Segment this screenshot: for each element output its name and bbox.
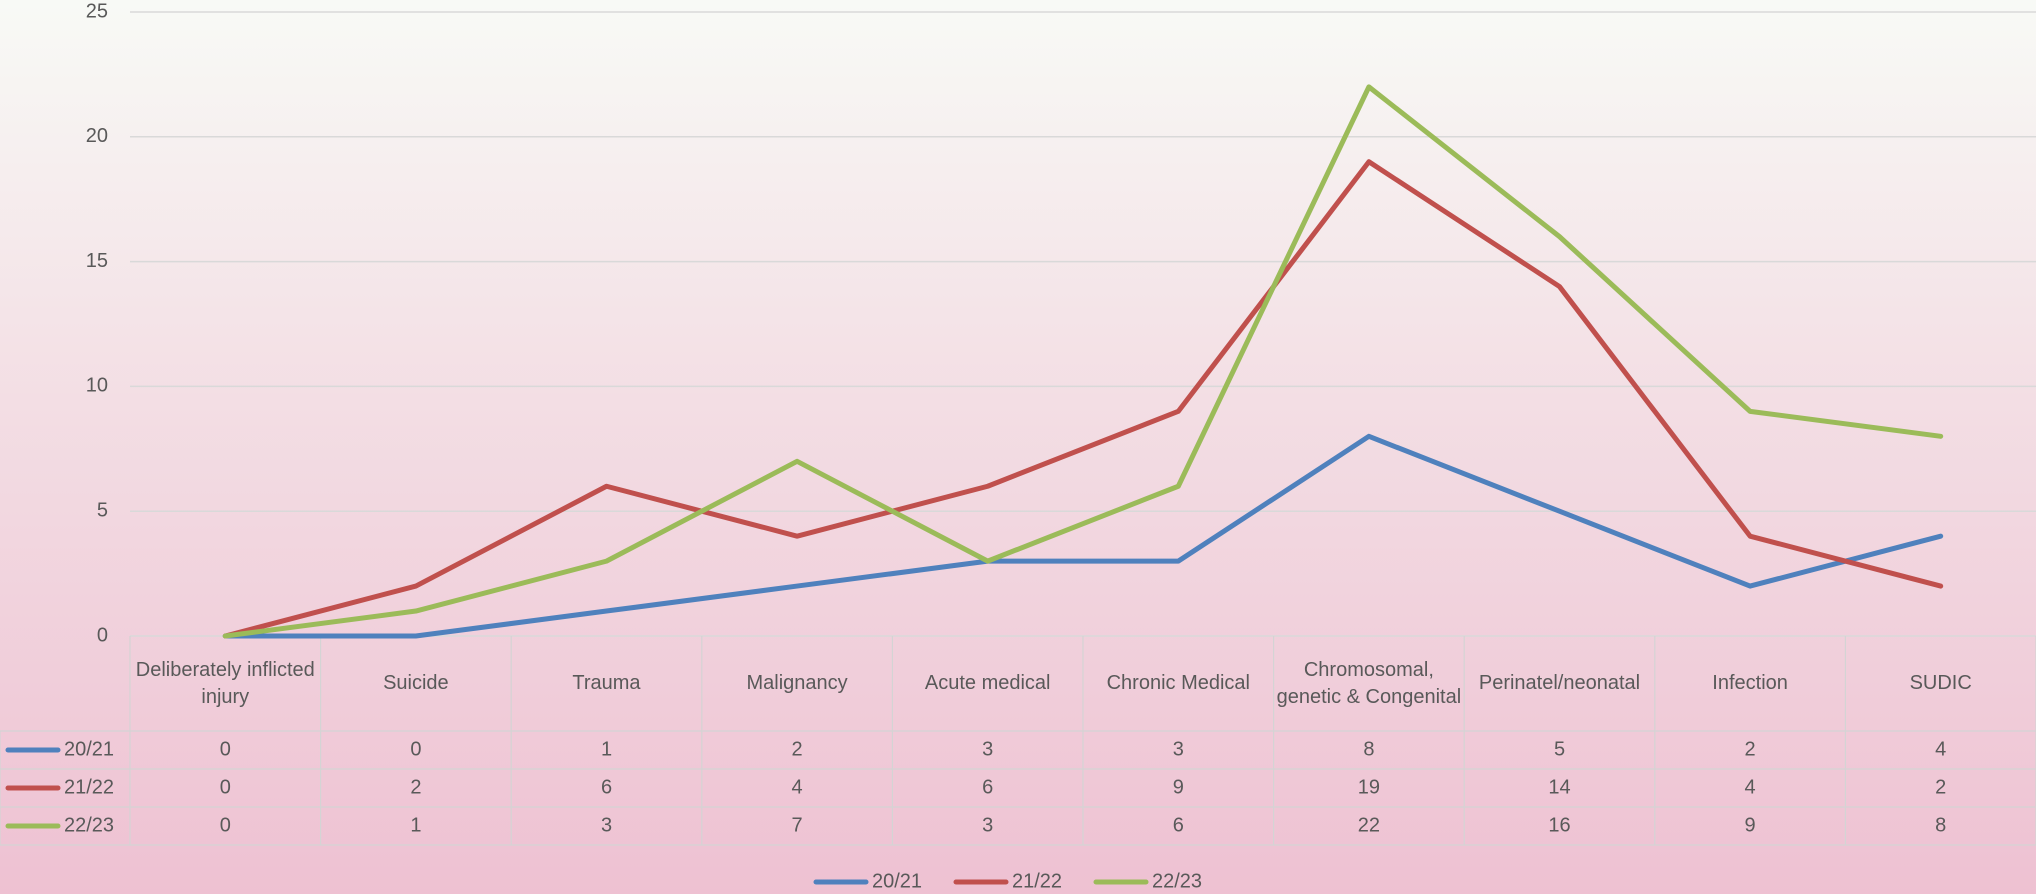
- table-value: 14: [1548, 776, 1570, 798]
- category-label-box: Suicide: [383, 672, 449, 694]
- table-series-name: 20/21: [64, 738, 114, 760]
- legend-label: 21/22: [1012, 870, 1062, 892]
- table-value: 4: [1935, 738, 1946, 760]
- y-tick-label: 25: [86, 0, 108, 22]
- table-value: 9: [1173, 776, 1184, 798]
- table-value: 22: [1358, 814, 1380, 836]
- table-value: 8: [1363, 738, 1374, 760]
- table-value: 4: [792, 776, 803, 798]
- table-value: 5: [1554, 738, 1565, 760]
- table-value: 8: [1935, 814, 1946, 836]
- table-value: 0: [220, 814, 231, 836]
- table-value: 2: [1745, 738, 1756, 760]
- series-line: [222, 433, 1944, 639]
- category-label-box: Trauma: [572, 672, 641, 694]
- table-value: 0: [410, 738, 421, 760]
- table-value: 0: [220, 776, 231, 798]
- table-value: 1: [601, 738, 612, 760]
- category-label-box: Chronic Medical: [1106, 672, 1250, 694]
- category-label-box: Infection: [1712, 672, 1788, 694]
- category-label: Trauma: [572, 672, 641, 694]
- category-label: SUDIC: [1909, 672, 1972, 694]
- category-label-box: Acute medical: [924, 672, 1051, 694]
- category-label-box: Perinatel/neonatal: [1478, 672, 1641, 694]
- category-label: Deliberately inflicted injury: [135, 658, 315, 708]
- table-value: 1: [410, 814, 421, 836]
- table-value: 6: [982, 776, 993, 798]
- category-label: Chronic Medical: [1106, 672, 1250, 694]
- table-value: 6: [1173, 814, 1184, 836]
- table-value: 3: [982, 814, 993, 836]
- table-value: 19: [1358, 776, 1380, 798]
- legend-label: 20/21: [872, 870, 922, 892]
- legend-label: 22/23: [1152, 870, 1202, 892]
- table-value: 3: [601, 814, 612, 836]
- table-series-name: 22/23: [64, 814, 114, 836]
- table-series-name: 21/22: [64, 776, 114, 798]
- category-label-box: Deliberately inflicted injury: [135, 658, 315, 708]
- y-tick-label: 5: [97, 499, 108, 521]
- category-label: Malignancy: [746, 672, 848, 694]
- y-tick-label: 0: [97, 624, 108, 646]
- table-value: 9: [1745, 814, 1756, 836]
- category-label: Infection: [1712, 672, 1788, 694]
- series-line: [222, 84, 1944, 639]
- y-tick-label: 20: [86, 125, 108, 147]
- category-label-box: Malignancy: [746, 672, 848, 694]
- table-value: 4: [1745, 776, 1756, 798]
- table-value: 0: [220, 738, 231, 760]
- y-tick-label: 10: [86, 375, 108, 397]
- table-value: 16: [1548, 814, 1570, 836]
- category-label: Acute medical: [924, 672, 1051, 694]
- category-label: Suicide: [383, 672, 449, 694]
- category-label: Chromosomal, genetic & Congenital: [1276, 658, 1462, 708]
- category-label-box: Chromosomal, genetic & Congenital: [1276, 658, 1462, 708]
- category-label: Perinatel/neonatal: [1478, 672, 1641, 694]
- series-line: [222, 159, 1944, 639]
- table-value: 6: [601, 776, 612, 798]
- table-value: 3: [1173, 738, 1184, 760]
- table-value: 7: [792, 814, 803, 836]
- table-value: 2: [792, 738, 803, 760]
- table-value: 3: [982, 738, 993, 760]
- y-tick-label: 15: [86, 250, 108, 272]
- category-label-box: SUDIC: [1909, 672, 1972, 694]
- table-value: 2: [1935, 776, 1946, 798]
- table-value: 2: [410, 776, 421, 798]
